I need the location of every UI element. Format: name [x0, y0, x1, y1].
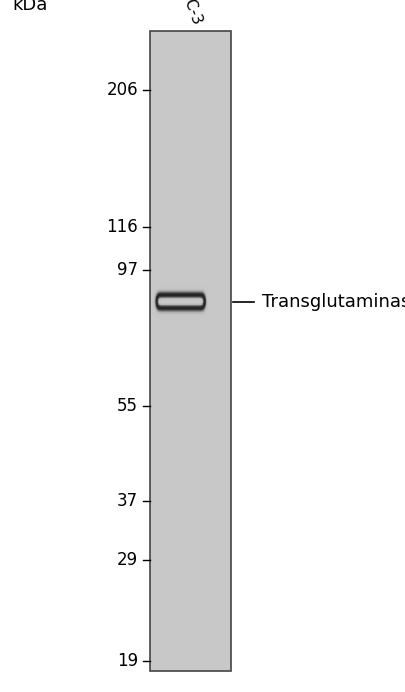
Text: 37: 37 [117, 492, 138, 510]
Text: 97: 97 [117, 261, 138, 279]
Text: 55: 55 [117, 397, 138, 415]
Text: 19: 19 [117, 652, 138, 670]
Text: 116: 116 [106, 219, 138, 237]
Text: PC-3: PC-3 [177, 0, 203, 28]
Text: Transglutaminase 7: Transglutaminase 7 [261, 293, 405, 311]
Bar [150, 31, 231, 671]
Text: 29: 29 [117, 551, 138, 569]
Text: 206: 206 [106, 81, 138, 99]
Text: kDa: kDa [12, 0, 47, 14]
